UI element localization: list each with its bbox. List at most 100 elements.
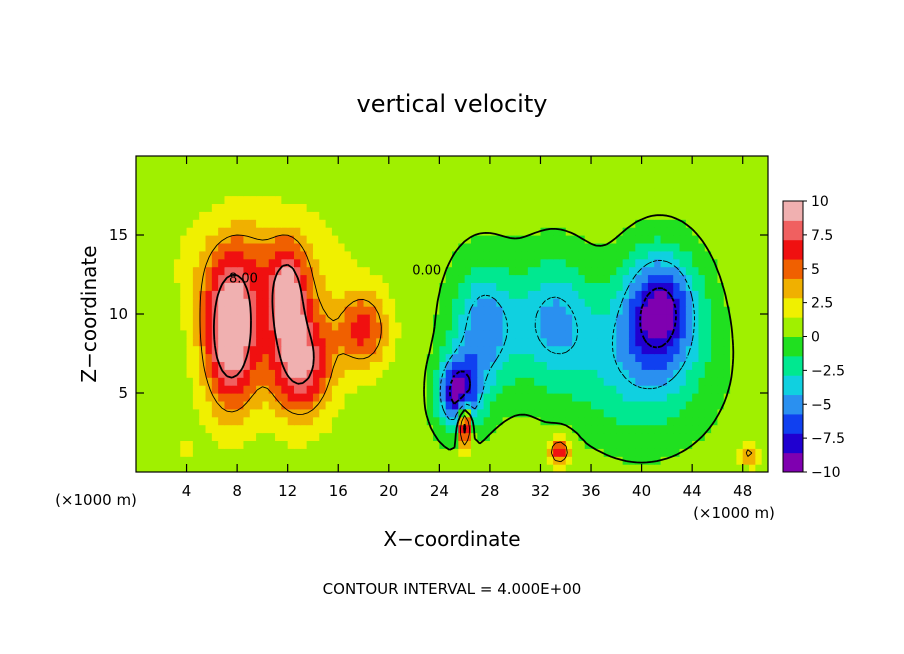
field-cell — [420, 163, 428, 173]
field-cell — [426, 369, 434, 378]
field-cell — [628, 203, 636, 212]
field-cell — [761, 235, 768, 244]
field-cell — [363, 179, 371, 189]
field-cell — [287, 298, 295, 307]
field-cell — [489, 432, 497, 441]
field-cell — [610, 369, 617, 378]
field-cell — [521, 266, 529, 276]
field-cell — [363, 266, 371, 276]
field-cell — [388, 306, 396, 315]
field-cell — [584, 290, 592, 299]
field-cell — [173, 195, 181, 204]
field-cell — [401, 242, 409, 252]
field-cell — [249, 179, 257, 189]
field-cell — [173, 337, 181, 347]
field-cell — [325, 187, 333, 197]
field-cell — [685, 440, 693, 449]
field-cell — [761, 345, 768, 355]
field-cell — [603, 416, 611, 426]
field-cell — [489, 345, 497, 355]
field-cell — [717, 250, 725, 260]
field-cell — [534, 321, 542, 331]
field-cell — [369, 179, 377, 189]
field-cell — [692, 369, 700, 378]
field-cell — [477, 274, 485, 283]
field-cell — [192, 163, 200, 173]
field-cell — [237, 345, 245, 355]
field-cell — [306, 353, 314, 362]
field-cell — [496, 337, 504, 347]
field-cell — [268, 440, 276, 449]
field-cell — [388, 187, 396, 197]
field-cell — [237, 250, 245, 260]
field-cell — [685, 187, 693, 197]
field-cell — [660, 219, 668, 228]
field-cell — [161, 369, 169, 378]
field-cell — [502, 345, 510, 355]
field-cell — [237, 432, 245, 441]
field-cell — [730, 211, 737, 220]
field-cell — [723, 274, 731, 283]
field-cell — [749, 448, 756, 457]
field-cell — [136, 258, 143, 268]
field-cell — [186, 195, 194, 204]
field-cell — [521, 211, 529, 220]
field-cell — [382, 298, 390, 307]
field-cell — [388, 282, 396, 291]
field-cell — [723, 290, 731, 299]
field-cell — [382, 416, 390, 426]
field-cell — [192, 266, 200, 276]
field-cell — [610, 456, 617, 465]
field-cell — [192, 211, 200, 220]
field-cell — [578, 227, 586, 236]
field-cell — [666, 211, 674, 220]
field-cell — [489, 171, 497, 181]
field-cell — [344, 321, 352, 331]
field-cell — [205, 377, 213, 386]
field-cell — [736, 203, 744, 212]
field-cell — [268, 329, 276, 339]
field-cell — [148, 219, 156, 228]
field-cell — [344, 400, 352, 410]
field-cell — [136, 448, 143, 457]
field-cell — [527, 408, 535, 418]
field-cell — [540, 408, 548, 418]
field-cell — [275, 179, 282, 189]
field-cell — [382, 258, 390, 268]
field-cell — [685, 235, 693, 244]
field-cell — [730, 440, 737, 449]
field-cell — [445, 203, 453, 212]
field-cell — [534, 424, 542, 434]
field-cell — [205, 235, 213, 244]
field-cell — [281, 393, 289, 402]
field-cell — [426, 400, 434, 410]
field-cell — [363, 203, 371, 212]
field-cell — [142, 400, 150, 410]
field-cell — [312, 329, 320, 339]
field-cell — [584, 456, 592, 465]
field-cell — [685, 171, 693, 181]
field-cell — [344, 266, 352, 276]
field-cell — [445, 408, 453, 418]
field-cell — [382, 290, 390, 299]
field-cell — [736, 361, 744, 370]
field-cell — [470, 314, 478, 323]
field-cell — [483, 266, 491, 276]
field-cell — [312, 416, 320, 426]
field-cell — [262, 250, 270, 260]
field-cell — [205, 203, 213, 212]
field-cell — [508, 250, 516, 260]
field-cell — [742, 203, 750, 212]
field-cell — [477, 464, 485, 472]
field-cell — [572, 424, 579, 434]
field-cell — [616, 242, 624, 252]
field-cell — [673, 456, 681, 465]
field-cell — [382, 321, 390, 331]
field-cell — [161, 242, 169, 252]
field-cell — [161, 227, 169, 236]
field-cell — [142, 250, 150, 260]
field-cell — [515, 377, 523, 386]
field-cell — [565, 369, 573, 378]
field-cell — [546, 171, 554, 181]
field-cell — [603, 227, 611, 236]
